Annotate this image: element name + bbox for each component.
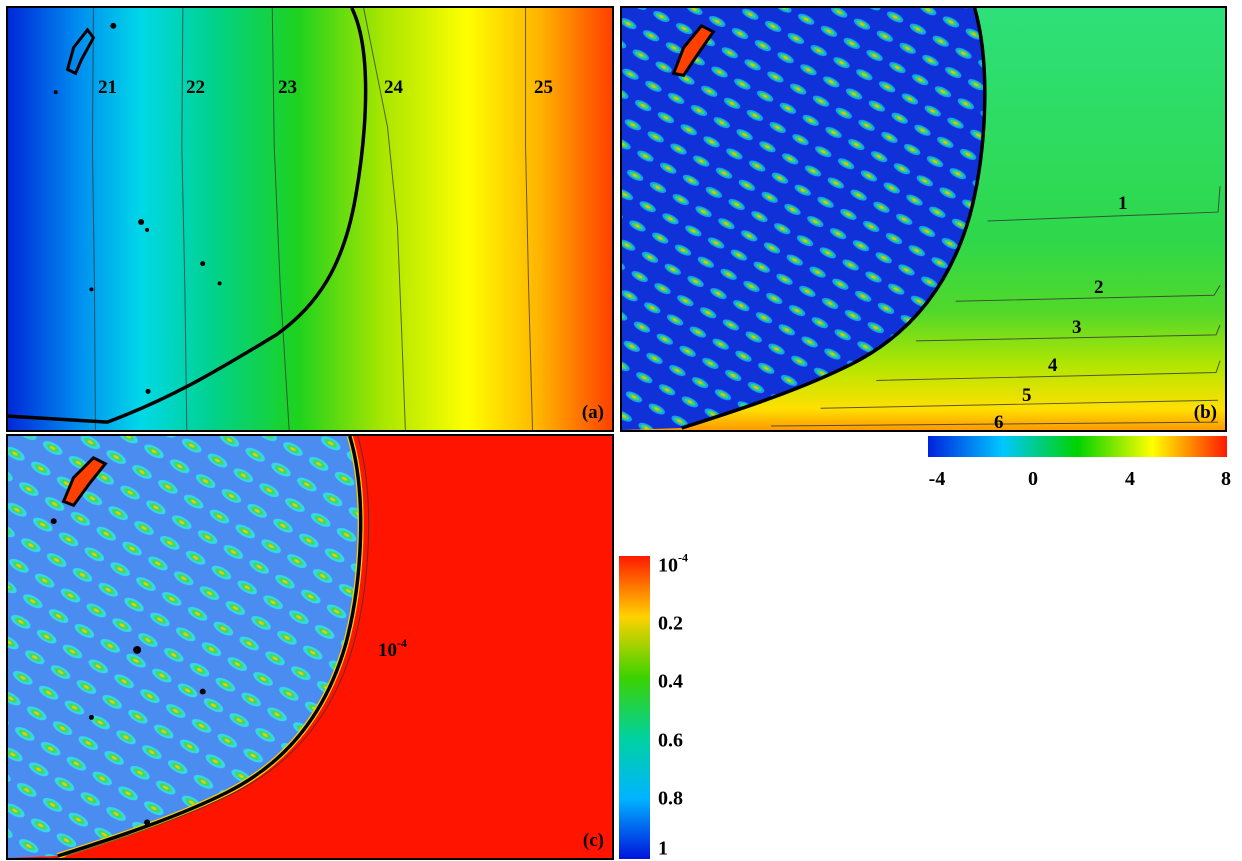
contour-label-10-4: 10-4 [378, 636, 407, 661]
colorbar-v-tick-2: 0.6 [658, 729, 683, 752]
colorbar-horizontal [928, 436, 1227, 457]
contour-label-23: 23 [278, 77, 297, 98]
colorbar-h-tick-1: 0 [1028, 468, 1038, 490]
contour-label-1: 1 [1118, 193, 1128, 214]
contour-label-25: 25 [534, 77, 553, 98]
colorbar-vertical [619, 556, 650, 859]
panel-c: 10-4 (c) [6, 434, 614, 860]
panel-label-a: (a) [581, 402, 604, 423]
contour-label-21: 21 [98, 77, 117, 98]
contour-label-5: 5 [1022, 385, 1032, 406]
contour-label-3: 3 [1072, 317, 1082, 338]
contour-label-2: 2 [1094, 277, 1104, 298]
colorbar-v-tick-3: 0.8 [658, 787, 683, 810]
panel-b-boundary [681, 8, 987, 430]
panel-label-b: (b) [1193, 402, 1217, 423]
contour-label-4: 4 [1048, 355, 1058, 376]
panel-b-isolines [771, 186, 1221, 427]
panel-a-field [8, 8, 612, 430]
colorbar-v-tick-4: 1 [658, 837, 668, 860]
panel-c-boundary [57, 436, 363, 858]
panel-a: 21 22 23 24 25 (a) [6, 6, 614, 432]
contour-label-24: 24 [384, 77, 403, 98]
panel-b: 1 2 3 4 5 6 (b) [620, 6, 1227, 432]
colorbar-v-tick-0: 0.2 [658, 612, 683, 635]
colorbar-h-tick-2: 4 [1125, 468, 1135, 490]
colorbar-h-tick-0: -4 [928, 468, 946, 490]
colorbar-v-top-label: 10-4 [658, 550, 688, 577]
panel-b-field [622, 8, 1225, 430]
contour-label-22: 22 [186, 77, 205, 98]
contour-label-6: 6 [994, 412, 1004, 432]
colorbar-h-tick-3: 8 [1221, 468, 1231, 490]
panel-a-isolines [91, 8, 534, 430]
panel-label-c: (c) [582, 830, 604, 851]
panel-c-field [8, 436, 612, 858]
colorbar-v-tick-1: 0.4 [658, 670, 683, 693]
panel-a-boundary [8, 8, 368, 424]
